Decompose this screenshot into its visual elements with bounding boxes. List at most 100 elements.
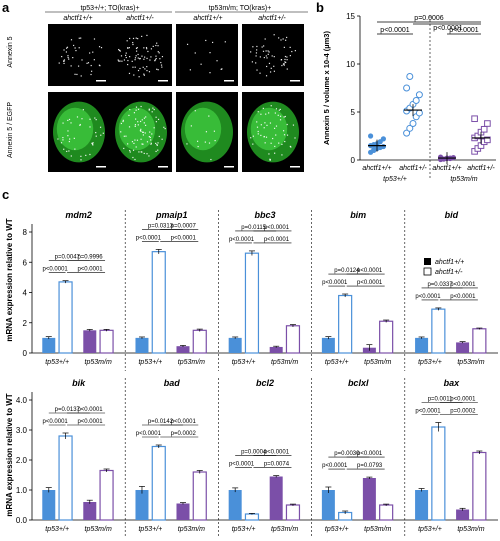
panel-b-point [484,136,491,144]
annexin-signal-dot [90,73,92,76]
panel-b-xlabel: ahctf1+/- [399,165,427,172]
annexin-signal-dot [134,66,136,68]
annexin-signal-dot [256,49,258,51]
annexin-signal-dot [252,46,254,48]
annexin-signal-dot [209,72,211,74]
annexin-signal-dot [153,127,155,129]
panel-b-letter: b [316,0,324,15]
panel-c-pvalue: p=0.0137 [55,407,81,413]
annexin-signal-dot [135,55,137,57]
panel-b-point [480,125,488,133]
panel-c-gene-title: bclxl [348,378,369,388]
annexin-signal-dot [135,109,137,111]
annexin-signal-dot [80,159,82,161]
annexin-signal-dot [89,52,91,54]
annexin-signal-dot [129,37,131,40]
panel-c-xlabel: tp53+/+ [418,359,442,366]
annexin-signal-dot [125,135,127,137]
annexin-signal-dot [74,47,76,49]
annexin-signal-dot [186,43,189,45]
annexin-signal-dot [119,60,121,62]
panel-c-gene-title: bid [445,210,459,220]
panel-b-point [403,129,411,137]
annexin-signal-dot [68,58,70,60]
panel-c-pvalue: p<0.0001 [171,235,197,241]
annexin-signal-dot [186,143,188,145]
annexin-signal-dot [262,107,264,110]
annexin-signal-dot [122,120,124,123]
annexin-signal-dot [275,108,278,110]
panel-c-pvalue: p<0.0001 [77,419,103,425]
annexin-signal-dot [129,151,131,153]
annexin-signal-dot [281,64,283,67]
panel-c-pvalue: p<0.0001 [450,282,476,288]
annexin-signal-dot [152,107,154,109]
annexin-signal-dot [131,141,134,143]
annexin-signal-dot [221,68,223,70]
annexin-signal-dot [137,124,139,126]
annexin-signal-dot [155,142,157,145]
egfp-tissue-bright [184,107,222,151]
panel-c-pvalue: p<0.0001 [77,267,103,273]
annexin-signal-dot [91,142,93,144]
annexin-signal-dot [132,37,135,40]
annexin-signal-dot [155,150,157,153]
panel-c-pvalue: p=0.0793 [357,463,383,469]
annexin-signal-dot [146,153,148,155]
annexin-signal-dot [138,76,140,78]
annexin-signal-dot [286,59,288,61]
annexin-signal-dot [146,48,148,50]
annexin-signal-dot [259,56,261,58]
annexin-signal-dot [141,35,143,38]
annexin-signal-dot [269,159,271,161]
annexin-signal-dot [93,59,95,61]
annexin-signal-dot [267,50,269,52]
annexin-signal-dot [289,46,291,48]
annexin-signal-dot [256,126,259,128]
annexin-signal-dot [142,66,144,68]
annexin-signal-dot [270,67,272,69]
annexin-signal-dot [92,142,94,144]
annexin-signal-dot [135,50,138,52]
annexin-signal-dot [142,131,144,133]
annexin-signal-dot [151,111,153,113]
annexin-signal-dot [161,138,163,140]
panel-c-bar [456,342,470,353]
annexin-signal-dot [278,37,280,39]
micrograph-tile [48,24,110,86]
panel-c-bar [415,337,429,353]
annexin-signal-dot [266,124,268,126]
annexin-signal-dot [146,57,148,60]
annexin-signal-dot [132,41,134,44]
panel-c-bar [228,337,242,353]
panel-c-xlabel: tp53m/m [364,359,391,366]
micrograph-tile [110,24,172,86]
annexin-signal-dot [73,44,75,47]
annexin-signal-dot [140,105,142,108]
annexin-signal-dot [148,109,150,111]
panel-b-pvalue: p<0.0001 [449,27,478,34]
annexin-signal-dot [120,131,122,133]
panel-c-xlabel: tp53m/m [85,359,112,366]
panel-c-ylabel-bottom: mRNA expression relative to WT [5,393,14,516]
micrograph-tile [242,24,304,86]
annexin-signal-dot [148,155,150,157]
annexin-signal-dot [283,63,285,65]
annexin-signal-dot [271,55,273,57]
annexin-signal-dot [138,151,140,153]
scale-bar [290,166,300,168]
annexin-signal-dot [150,48,153,50]
panel-c-gene-title: bik [72,378,86,388]
panel-c-gene-title: mdm2 [65,210,92,220]
annexin-signal-dot [273,34,275,36]
annexin-signal-dot [135,37,137,39]
annexin-signal-dot [145,116,147,118]
panel-c-ytick-label: 2.0 [16,456,28,465]
annexin-signal-dot [284,55,287,58]
annexin-signal-dot [294,137,296,139]
panel-c-bar [99,469,114,521]
panel-b-point [380,143,386,150]
annexin-signal-dot [140,130,142,132]
annexin-signal-dot [155,121,157,123]
panel-c-pvalue: p<0.0001 [136,235,162,241]
